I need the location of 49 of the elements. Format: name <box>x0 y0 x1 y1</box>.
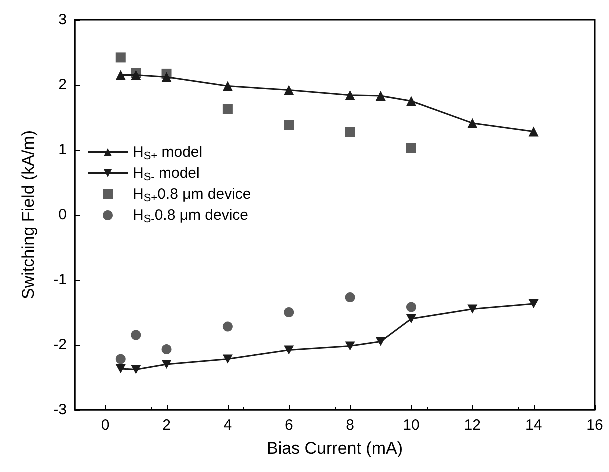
y-tick-label: 2 <box>58 76 67 94</box>
y-tick-label: 3 <box>58 12 67 28</box>
y-tick-label: -1 <box>54 272 67 288</box>
point <box>116 70 126 80</box>
point <box>376 91 386 102</box>
y-tick-label: -3 <box>54 402 67 418</box>
y-tick-label: 1 <box>58 142 67 158</box>
point <box>116 364 126 374</box>
point <box>284 308 294 318</box>
point <box>284 346 294 355</box>
point <box>406 96 416 106</box>
point <box>222 354 233 364</box>
point <box>131 365 142 374</box>
point <box>345 90 356 100</box>
x-tick-label: 6 <box>284 417 294 434</box>
point <box>406 143 416 154</box>
point <box>406 302 416 312</box>
x-tick-label: 4 <box>224 417 232 434</box>
y-tick-label: 0 <box>58 206 67 224</box>
point <box>528 300 539 309</box>
point <box>222 322 233 332</box>
point <box>345 342 356 351</box>
point <box>116 354 126 364</box>
x-axis-title: Bias Current (mA) <box>266 439 404 458</box>
y-axis-title: Switching Field (kA/m) <box>19 130 38 300</box>
point <box>406 314 416 324</box>
point <box>345 292 356 303</box>
x-tick-label: 14 <box>525 417 542 434</box>
point <box>284 120 294 130</box>
point <box>468 118 478 128</box>
x-tick-label: 10 <box>403 417 420 434</box>
x-tick-label: 8 <box>346 417 354 434</box>
x-tick-label: 0 <box>101 417 110 434</box>
point <box>284 85 294 96</box>
point <box>222 104 233 114</box>
point <box>468 304 478 314</box>
x-tick-label: 12 <box>464 417 481 434</box>
y-tick-label: -2 <box>54 336 67 354</box>
x-tick-label: 16 <box>586 417 604 434</box>
point <box>345 127 356 138</box>
point <box>162 344 172 355</box>
x-tick-label: 2 <box>162 417 171 434</box>
point <box>162 360 172 369</box>
point <box>376 337 386 346</box>
point <box>528 126 539 137</box>
point <box>162 72 172 82</box>
point <box>116 52 126 63</box>
point <box>222 81 233 92</box>
point <box>131 330 142 340</box>
